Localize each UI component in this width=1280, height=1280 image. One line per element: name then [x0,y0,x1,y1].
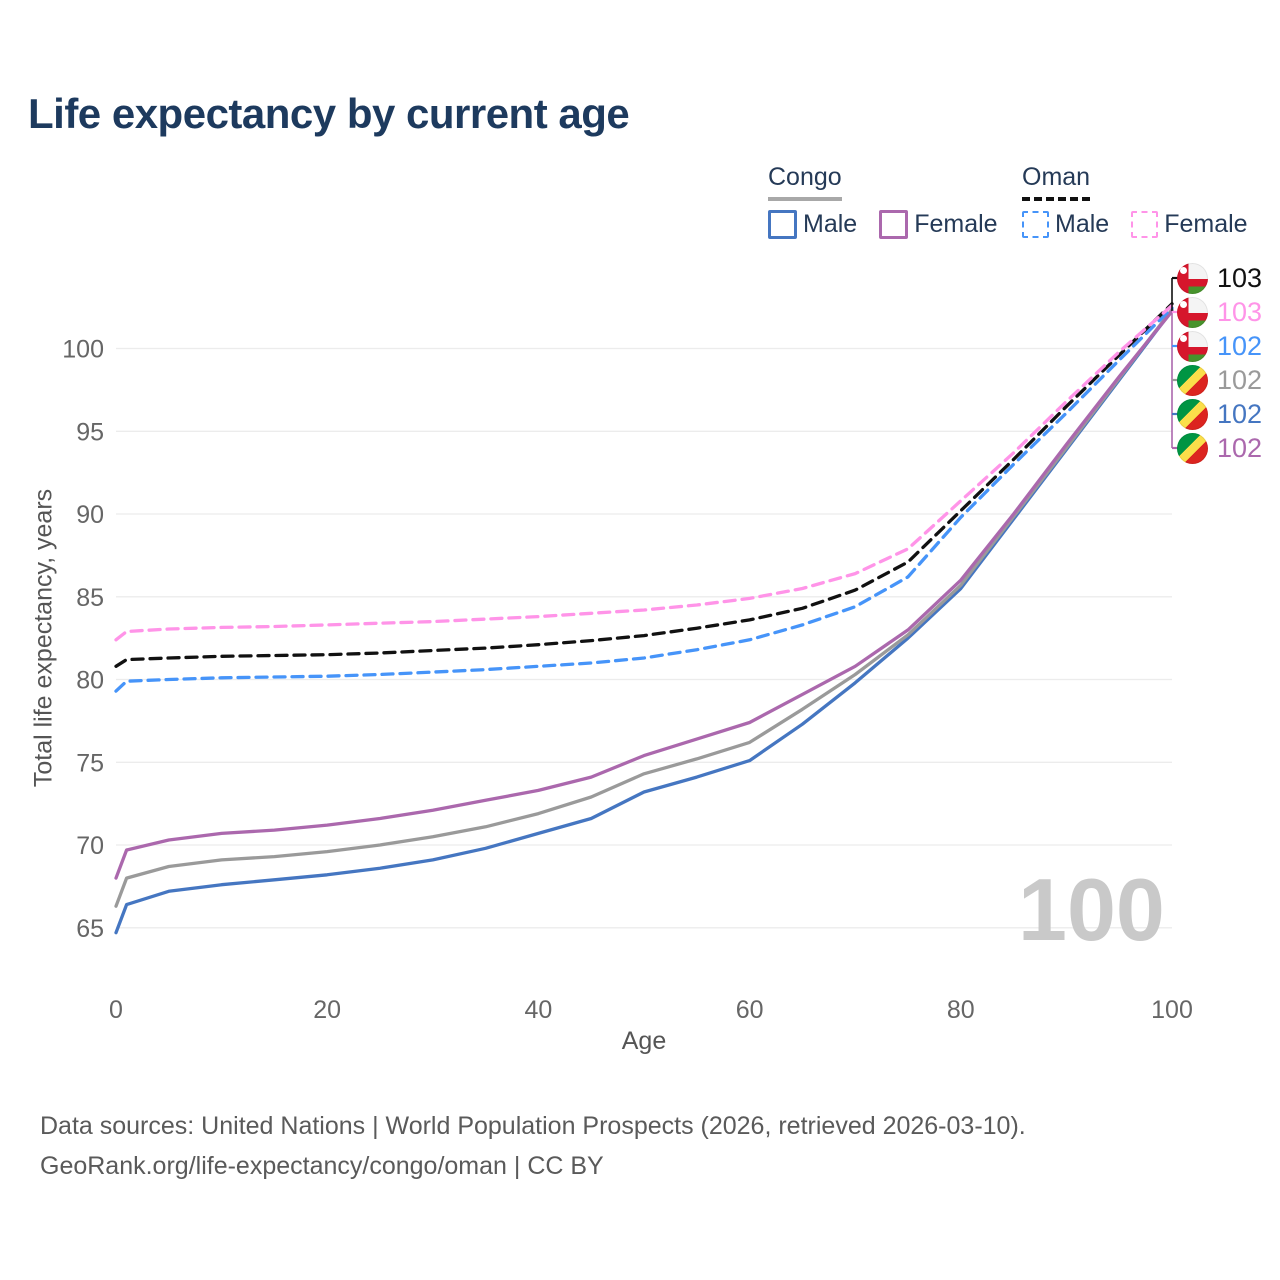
oman-flag-icon [1177,296,1208,328]
y-tick-label-70: 70 [76,832,104,860]
end-label-value: 102 [1217,330,1263,361]
series-line-congo-both [114,307,1174,908]
end-label-value: 103 [1217,296,1263,327]
series-line-oman-female [114,303,1174,642]
end-label-value: 102 [1217,398,1263,429]
oman-emblem-icon [1180,334,1187,342]
x-tick-label-100: 100 [1151,996,1193,1024]
congo-flag-icon [1177,432,1208,464]
congo-flag-icon [1177,364,1208,396]
y-tick-label-90: 90 [76,501,104,529]
y-tick-label-85: 85 [76,584,104,612]
x-axis-title: Age [621,1027,667,1055]
congo-female-swatch-icon [879,209,909,239]
legend-item-congo-male[interactable]: Male [768,209,858,239]
legend-oman-items: Male Female [1022,210,1248,239]
end-label-row: 102 [1177,431,1262,465]
end-label-row: 103 [1177,295,1262,329]
legend-label-congo-male: Male [803,209,858,238]
y-tick-label-100: 100 [62,336,104,364]
legend-group-oman: Oman Male Female [1022,163,1248,239]
end-label-value: 102 [1217,432,1263,463]
x-tick-label-40: 40 [524,996,552,1024]
page-title: Life expectancy by current age [28,90,630,137]
legend-item-congo-female[interactable]: Female [879,209,998,239]
congo-flag-icon [1177,398,1208,430]
legend-congo-title: Congo [768,163,842,201]
legend-label-oman-female: Female [1164,209,1248,238]
footer: Data sources: United Nations | World Pop… [40,1106,1026,1186]
x-tick-label-0: 0 [109,996,123,1024]
oman-female-swatch-icon [1131,210,1159,238]
watermark-age: 100 [1018,860,1165,959]
congo-male-swatch-icon [768,209,797,239]
oman-emblem-icon [1180,266,1187,274]
end-label-value: 102 [1217,364,1263,395]
legend-congo-items: Male Female [768,209,998,239]
oman-emblem-icon [1180,300,1187,308]
legend-item-oman-male[interactable]: Male [1022,210,1109,239]
legend-item-oman-female[interactable]: Female [1131,209,1248,239]
footer-line1: Data sources: United Nations | World Pop… [40,1112,1026,1140]
y-tick-label-65: 65 [76,915,104,943]
end-label-row: 102 [1177,363,1262,397]
end-label-row: 103 [1177,261,1262,295]
y-tick-label-75: 75 [76,749,104,777]
series-line-oman-both [114,302,1174,668]
x-tick-label-60: 60 [736,996,764,1024]
legend-group-congo: Congo Male Female [768,163,998,239]
end-label-value: 103 [1217,262,1263,293]
y-tick-label-95: 95 [76,418,104,446]
legend-label-congo-female: Female [914,209,998,238]
x-tick-label-20: 20 [313,996,341,1024]
series-end-labels: 103 103 102 102 102 102 [1177,261,1262,465]
y-axis-title: Total life expectancy, years [29,488,58,788]
x-tick-label-80: 80 [947,996,975,1024]
legend-label-oman-male: Male [1055,209,1110,238]
series-line-congo-male [114,308,1174,935]
legend-oman-title: Oman [1022,163,1091,201]
footer-line2: GeoRank.org/life-expectancy/congo/oman |… [40,1152,604,1180]
end-label-row: 102 [1177,329,1262,363]
oman-male-swatch-icon [1022,210,1049,238]
series-line-congo-female [114,309,1174,880]
y-tick-label-80: 80 [76,667,104,695]
end-label-row: 102 [1177,397,1262,431]
oman-flag-icon [1177,330,1208,362]
oman-flag-icon [1177,262,1208,294]
series-line-oman-male [114,306,1174,693]
